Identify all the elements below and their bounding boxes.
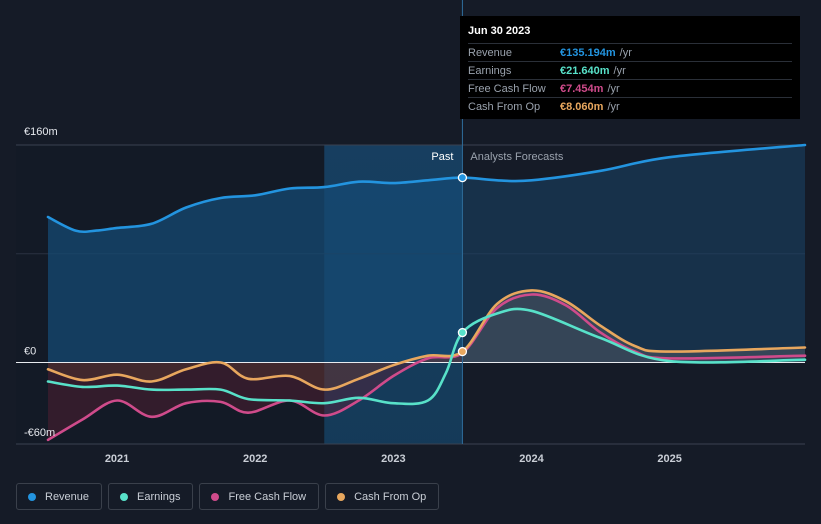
y-axis-label: €0 [24, 345, 36, 357]
marker-earnings [457, 327, 468, 338]
legend-label: Cash From Op [354, 490, 427, 503]
tooltip-unit: /yr [607, 100, 620, 113]
series-line-cash-from-op [46, 289, 807, 391]
x-tick-label: 2024 [519, 453, 544, 465]
legend-label: Revenue [45, 490, 90, 503]
cfo-area-forecast [462, 290, 805, 363]
series-line-earnings [46, 307, 807, 406]
legend-item-free-cash-flow[interactable]: Free Cash Flow [199, 483, 320, 510]
y-axis-label: €160m [24, 126, 58, 138]
legend-dot-icon [120, 492, 129, 501]
tooltip-row-earnings: Earnings €21.640m /yr [468, 61, 792, 79]
legend-label: Earnings [137, 490, 181, 503]
tooltip-label: Cash From Op [468, 100, 541, 113]
revenue-area-forecast [462, 145, 805, 363]
tooltip-value: €8.060m [560, 100, 604, 113]
tooltip: Jun 30 2023 Revenue €135.194m /yr Earnin… [460, 16, 800, 119]
legend-item-revenue[interactable]: Revenue [16, 483, 103, 510]
tooltip-value: €21.640m [560, 64, 610, 77]
series-line-revenue [46, 143, 807, 234]
tooltip-row-free-cash-flow: Free Cash Flow €7.454m /yr [468, 79, 792, 97]
marker-revenue [457, 172, 468, 183]
legend-dot-icon [211, 492, 220, 501]
tooltip-value: €135.194m [560, 46, 616, 59]
tooltip-unit: /yr [619, 46, 632, 59]
fcf-area-past [48, 352, 463, 440]
series-line-free-cash-flow [46, 293, 807, 442]
y-axis-label: -€60m [24, 427, 55, 439]
tooltip-row-revenue: Revenue €135.194m /yr [468, 43, 792, 61]
tooltip-label: Earnings [468, 64, 512, 77]
x-tick-label: 2025 [657, 453, 681, 465]
legend-item-earnings[interactable]: Earnings [108, 483, 194, 510]
tooltip-unit: /yr [607, 82, 620, 95]
tooltip-unit: /yr [613, 64, 626, 77]
legend-dot-icon [28, 492, 36, 501]
tooltip-row-cash-from-op: Cash From Op €8.060m /yr [468, 97, 792, 115]
tooltip-label: Revenue [468, 46, 513, 59]
legend-item-cash-from-op[interactable]: Cash From Op [325, 483, 440, 510]
marker-cash-from-op [457, 346, 468, 357]
legend: Revenue Earnings Free Cash Flow Cash Fro… [16, 483, 440, 510]
x-tick-label: 2022 [243, 453, 267, 465]
legend-label: Free Cash Flow [228, 490, 307, 503]
tooltip-date: Jun 30 2023 [468, 25, 531, 37]
forecast-label: Analysts Forecasts [470, 151, 563, 163]
tooltip-value: €7.454m [560, 82, 604, 95]
x-tick-label: 2021 [105, 453, 129, 465]
cfo-area-past [48, 351, 463, 390]
past-label: Past [431, 151, 453, 163]
tooltip-label: Free Cash Flow [468, 82, 546, 95]
x-tick-label: 2023 [381, 453, 405, 465]
legend-dot-icon [337, 492, 346, 501]
